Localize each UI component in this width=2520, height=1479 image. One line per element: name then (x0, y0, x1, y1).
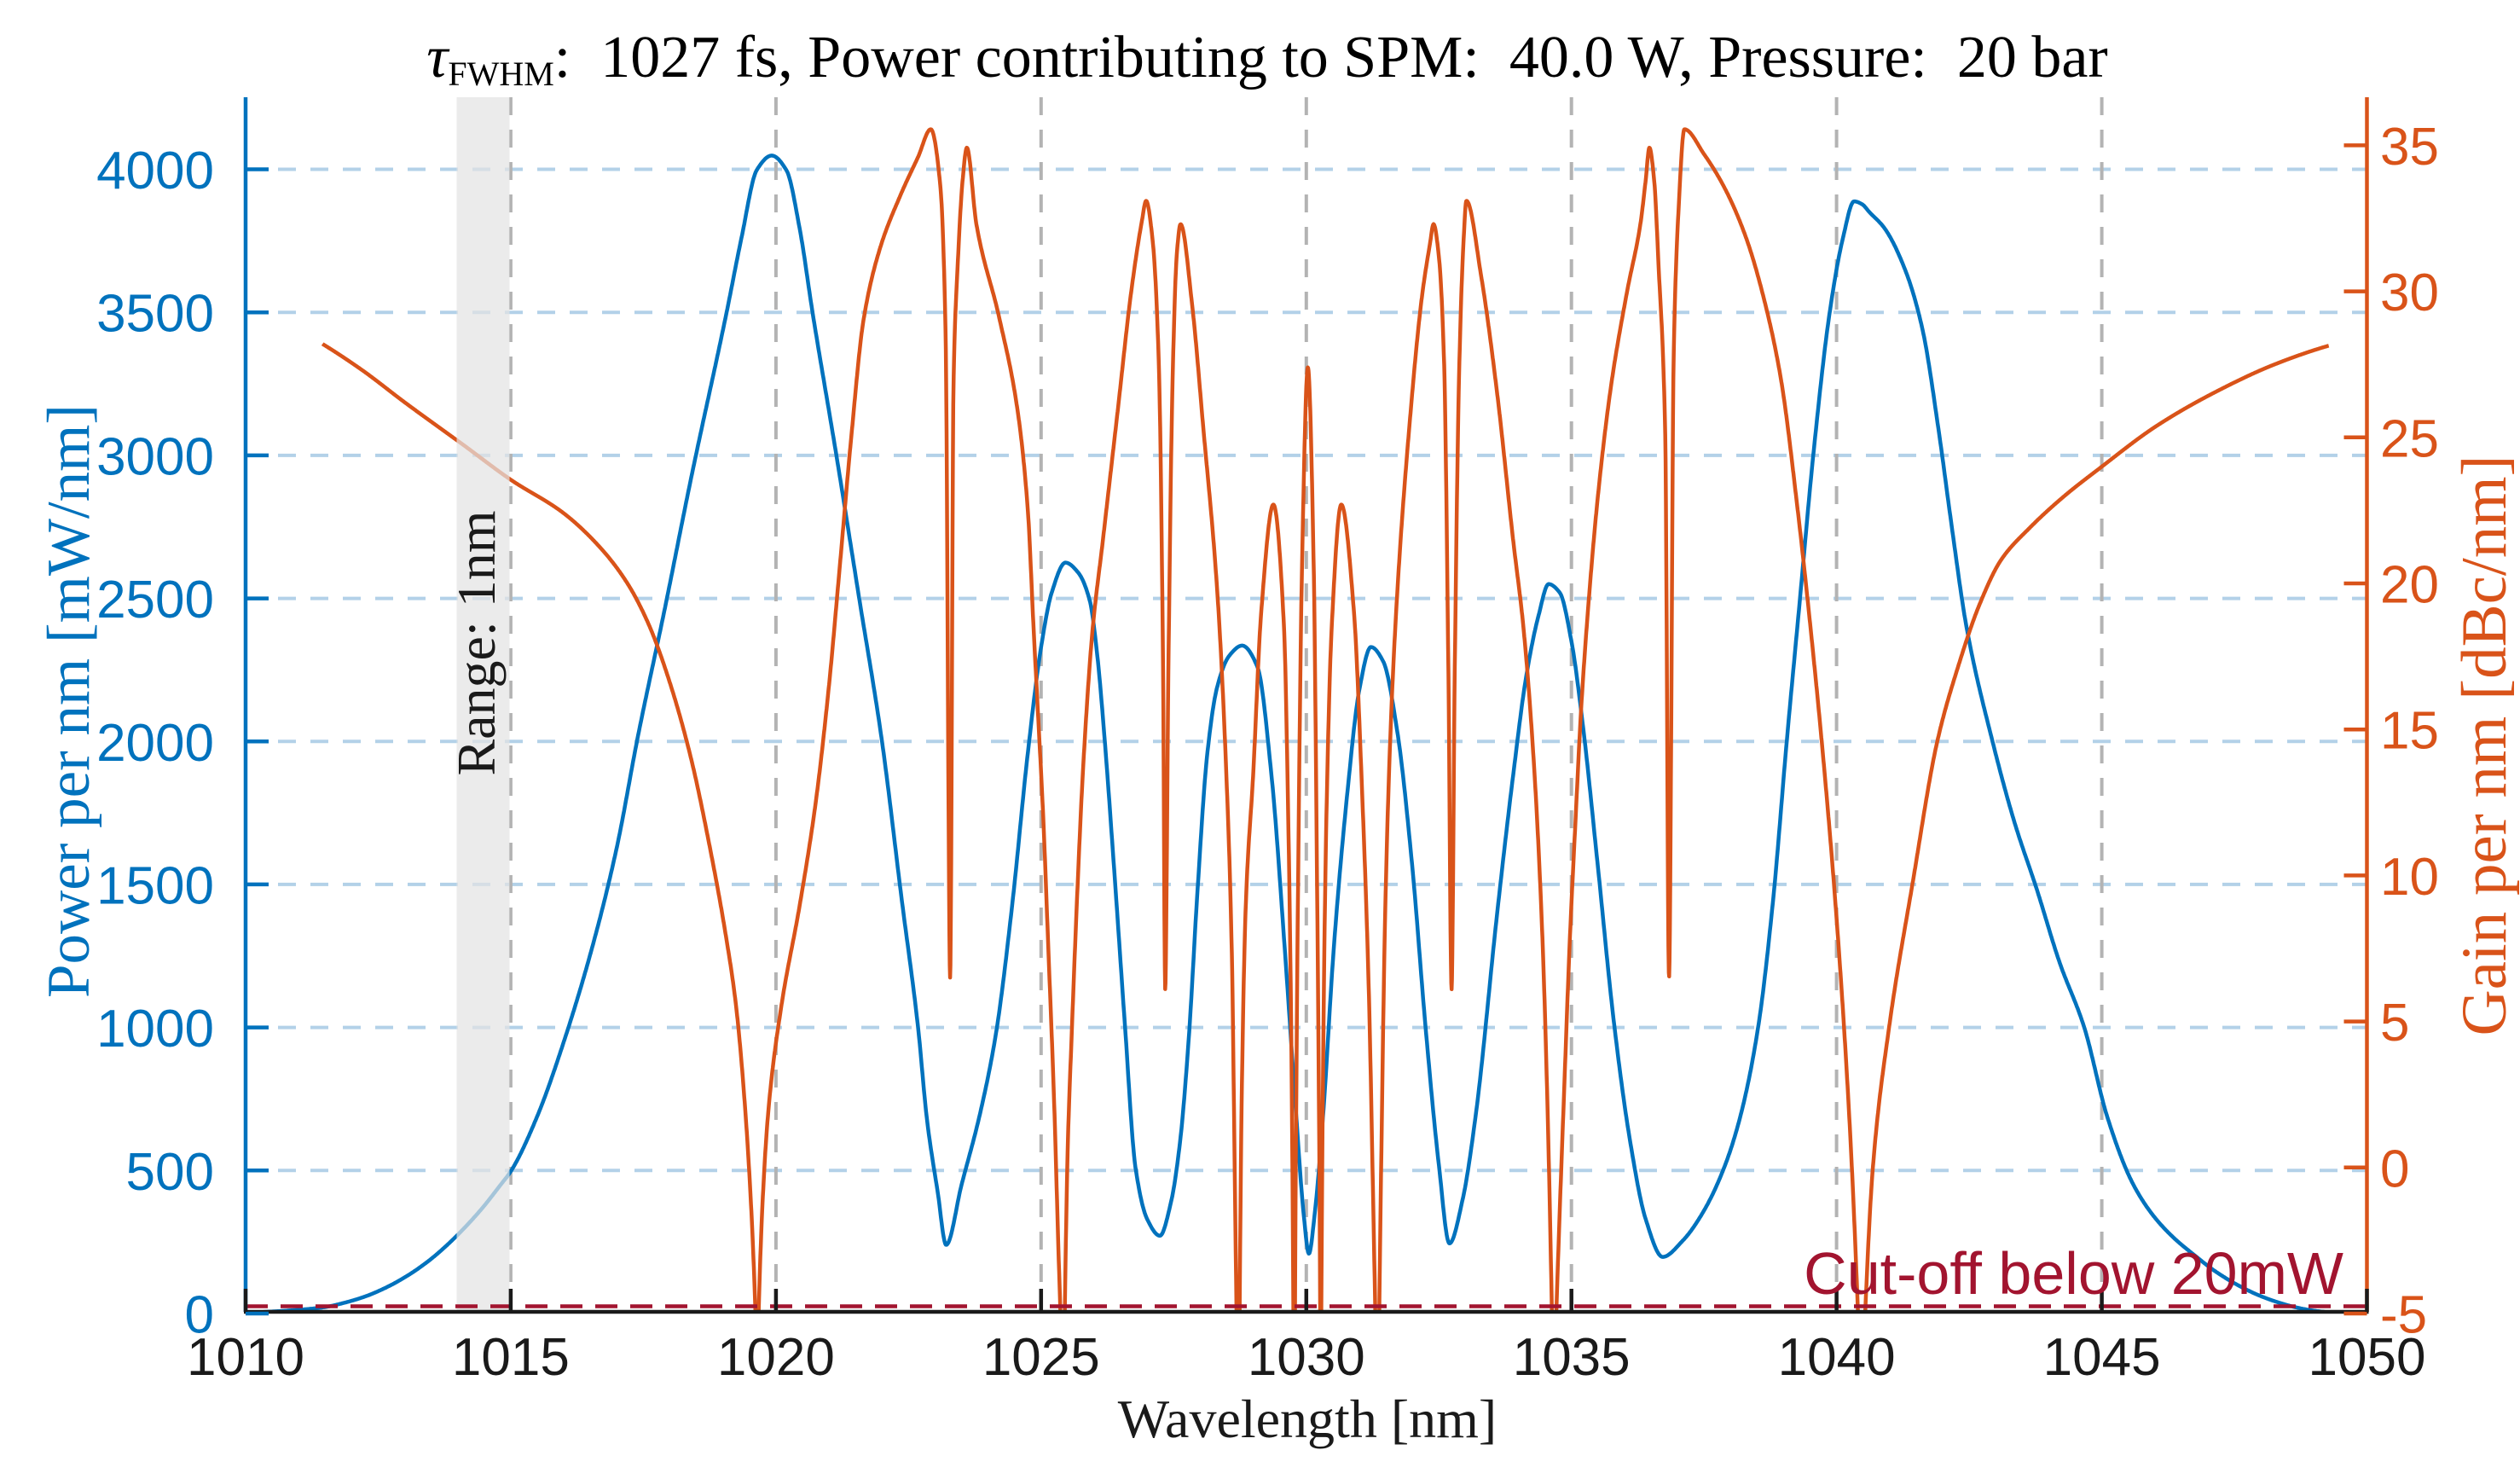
svg-text:-5: -5 (2380, 1286, 2427, 1345)
svg-text:1045: 1045 (2043, 1328, 2161, 1387)
svg-text:1010: 1010 (187, 1328, 304, 1387)
svg-text:1040: 1040 (1778, 1328, 1896, 1387)
svg-text:20: 20 (2380, 556, 2439, 615)
svg-text:2500: 2500 (96, 571, 214, 629)
svg-text:3500: 3500 (96, 285, 214, 344)
svg-text:Cut-off below 20mW: Cut-off below 20mW (1804, 1240, 2343, 1307)
svg-text:0: 0 (185, 1286, 214, 1345)
svg-text:1020: 1020 (717, 1328, 835, 1387)
svg-text:1050: 1050 (2309, 1328, 2426, 1387)
svg-text:1015: 1015 (452, 1328, 570, 1387)
svg-text:15: 15 (2380, 702, 2439, 761)
svg-text:1000: 1000 (96, 1000, 214, 1058)
svg-text:τFWHM: 1027 fs, Power contrib: τFWHM: 1027 fs, Power contributing to SP… (426, 25, 2107, 93)
svg-text:5: 5 (2380, 994, 2409, 1053)
svg-text:10: 10 (2380, 848, 2439, 907)
svg-text:3000: 3000 (96, 427, 214, 486)
svg-text:0: 0 (2380, 1140, 2409, 1198)
svg-text:2000: 2000 (96, 714, 214, 773)
svg-text:1035: 1035 (1513, 1328, 1631, 1387)
svg-text:25: 25 (2380, 409, 2439, 468)
svg-text:Range: 1nm: Range: 1nm (446, 510, 507, 775)
svg-text:Power per nm [mW/nm]: Power per nm [mW/nm] (36, 404, 102, 998)
svg-text:1025: 1025 (982, 1328, 1100, 1387)
svg-text:4000: 4000 (96, 142, 214, 200)
svg-text:Gain per nm [dBc/nm]: Gain per nm [dBc/nm] (2449, 455, 2520, 1035)
svg-text:1500: 1500 (96, 856, 214, 915)
svg-text:1030: 1030 (1248, 1328, 1365, 1387)
svg-text:Wavelength [nm]: Wavelength [nm] (1118, 1389, 1497, 1449)
svg-text:35: 35 (2380, 118, 2439, 177)
svg-text:500: 500 (126, 1143, 214, 1202)
svg-text:30: 30 (2380, 264, 2439, 322)
